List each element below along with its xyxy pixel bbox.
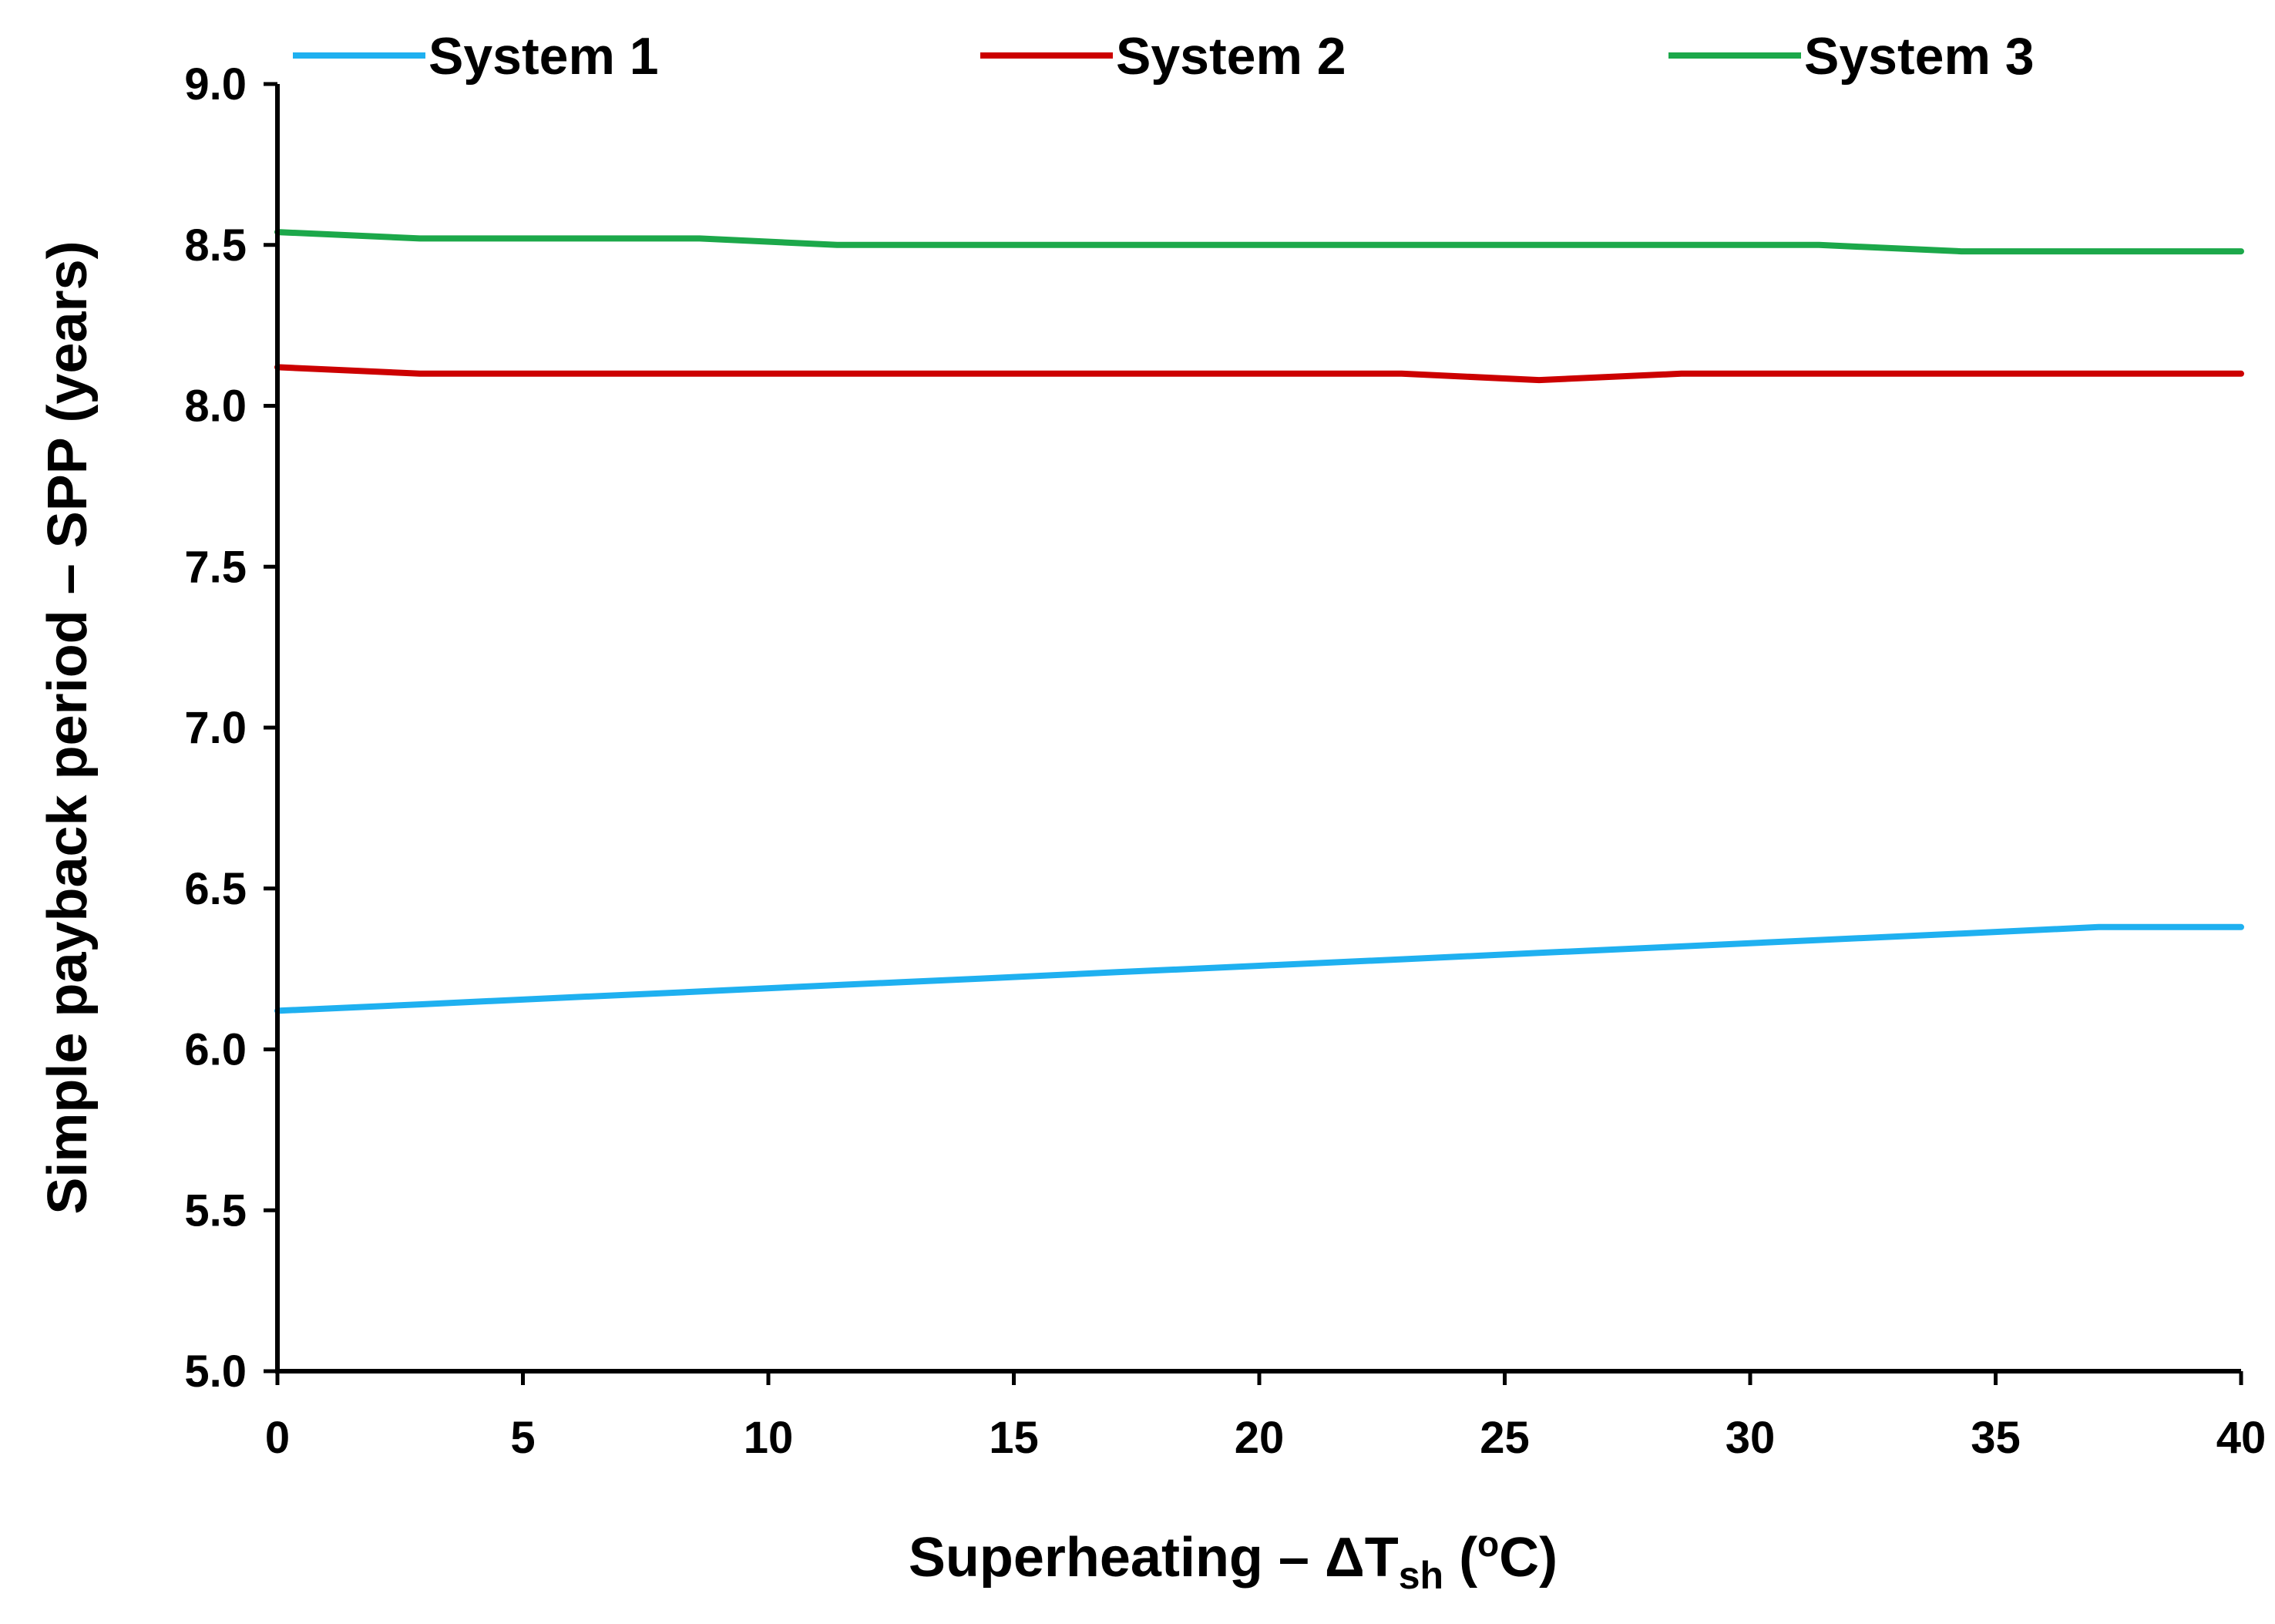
x-tick-label: 15 [989, 1413, 1039, 1463]
plot-area: 5.0 5.5 6.0 6.5 7.0 7.5 8.0 8.5 9.0 0 5 10 15 20 25 30… [184, 59, 2266, 1463]
x-axis-title-sup: o [1477, 1524, 1499, 1564]
series-layer [274, 229, 2244, 1014]
series-line-system-3 [274, 229, 2244, 255]
y-tick-label: 8.0 [184, 382, 247, 432]
series-line-system-1 [274, 923, 2244, 1014]
y-tick-label: 7.5 [184, 542, 247, 592]
x-axis-title-unit-open: ( [1443, 1527, 1477, 1589]
y-tick-label: 8.5 [184, 220, 247, 271]
x-tick-label: 20 [1235, 1413, 1285, 1463]
legend-label-system-3: System 3 [1804, 27, 2035, 86]
y-tick-label: 7.0 [184, 703, 247, 753]
x-tick-label: 5 [510, 1413, 535, 1463]
y-tick-label: 5.0 [184, 1347, 247, 1397]
x-tick-label: 10 [744, 1413, 794, 1463]
y-tick-label: 5.5 [184, 1185, 247, 1236]
x-tick-label: 0 [265, 1413, 290, 1463]
x-tick-label: 40 [2216, 1413, 2267, 1463]
legend-label-system-2: System 2 [1116, 27, 1346, 86]
legend-label-system-1: System 1 [428, 27, 659, 86]
x-axis-title: Superheating – ΔTsh (oC) [909, 1524, 1558, 1597]
y-tick-label: 6.0 [184, 1025, 247, 1075]
x-tick-label: 35 [1971, 1413, 2021, 1463]
x-ticks: 0 5 10 15 20 25 30 35 40 [265, 1371, 2266, 1463]
legend: System 1 System 2 System 3 [293, 27, 2035, 86]
y-tick-label: 6.5 [184, 864, 247, 914]
x-axis-title-main: Superheating – ΔT [909, 1527, 1399, 1589]
x-axis-title-unit-close: C) [1499, 1527, 1558, 1589]
y-tick-label: 9.0 [184, 59, 247, 109]
y-ticks: 5.0 5.5 6.0 6.5 7.0 7.5 8.0 8.5 9.0 [184, 59, 277, 1397]
x-axis-title-sub: sh [1399, 1554, 1443, 1597]
series-line-system-2 [274, 364, 2244, 384]
x-tick-label: 30 [1726, 1413, 1776, 1463]
x-tick-label: 25 [1480, 1413, 1530, 1463]
y-axis-title: Simple payback period – SPP (years) [37, 240, 99, 1214]
